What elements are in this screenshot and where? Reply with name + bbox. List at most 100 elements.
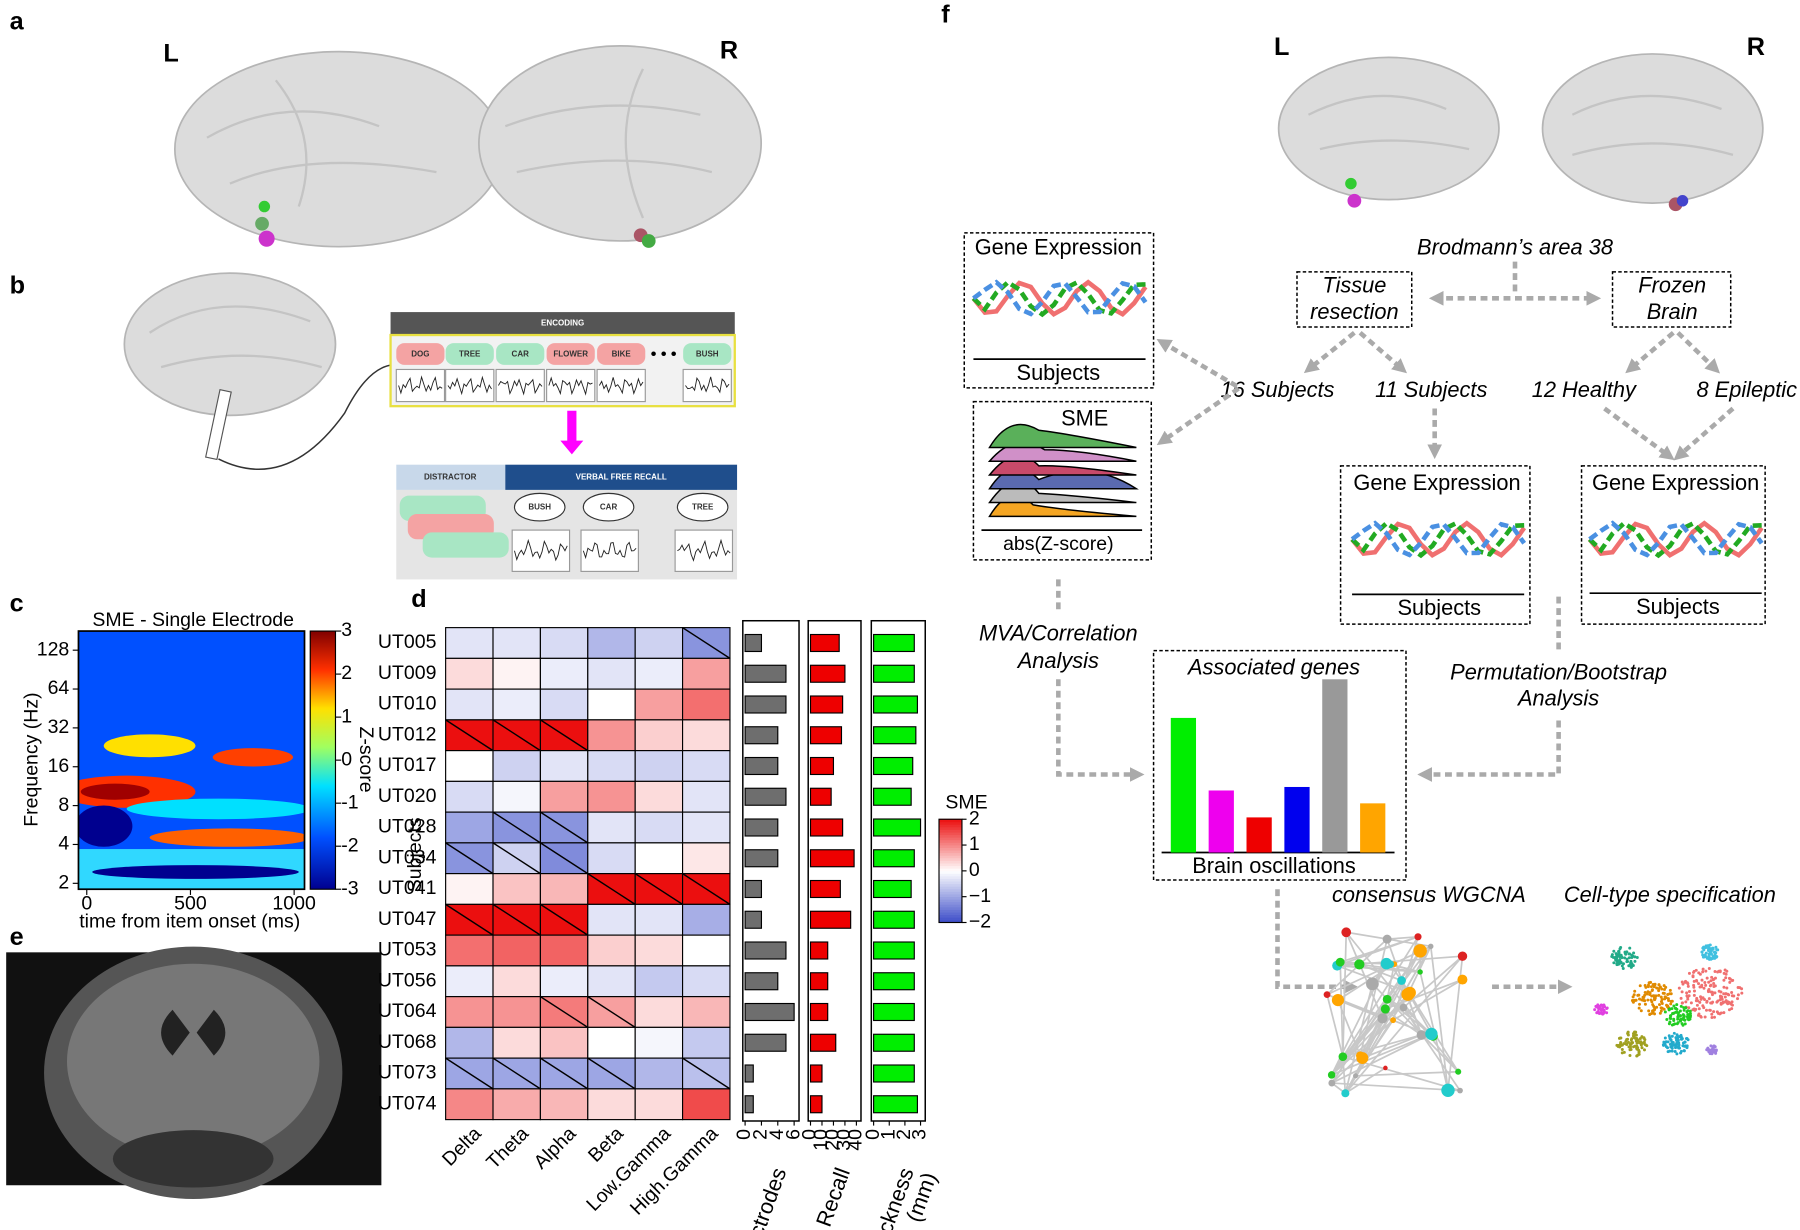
network-node xyxy=(1457,1087,1463,1094)
panel-label: b xyxy=(10,272,25,300)
colorbar-tick-label: 3 xyxy=(341,619,352,641)
encoding-title: ENCODING xyxy=(541,319,584,328)
cell-dot xyxy=(1670,1046,1674,1050)
network-node xyxy=(1457,974,1468,985)
cell-dot xyxy=(1685,991,1689,995)
cell-dot xyxy=(1679,1034,1683,1038)
cell-dot xyxy=(1669,992,1673,996)
cell-dot xyxy=(1719,1001,1723,1005)
network-node xyxy=(1377,1013,1388,1024)
cell-dot xyxy=(1704,1008,1708,1012)
cell-dot xyxy=(1712,1044,1716,1048)
cell-dot xyxy=(1635,1054,1639,1058)
heatmap-cell xyxy=(539,965,589,998)
network-edge xyxy=(1339,936,1419,963)
x-axis-label: % Recall xyxy=(802,1164,855,1230)
cell-dot xyxy=(1668,1007,1672,1011)
colorbar-tick-label: 0 xyxy=(969,859,980,881)
cell-dot xyxy=(1632,993,1636,997)
cell-dot xyxy=(1722,992,1726,996)
bar xyxy=(873,818,922,837)
column-label: Alpha xyxy=(530,1123,581,1174)
colorbar-tick-label: −2 xyxy=(969,911,991,933)
cell-dot xyxy=(1675,1041,1679,1045)
cell-dot xyxy=(1710,990,1714,994)
cell-dot xyxy=(1641,998,1645,1002)
cell-dot xyxy=(1619,953,1623,957)
colorbar-step xyxy=(939,916,962,921)
cell-dot xyxy=(1713,1015,1716,1019)
cell-dot xyxy=(1651,1011,1655,1015)
bar xyxy=(744,787,787,806)
colorbar-step xyxy=(939,919,962,923)
flow-label: 16 Subjects xyxy=(1221,377,1335,402)
distractor-header xyxy=(396,464,506,490)
cell-dot xyxy=(1619,961,1623,965)
heatmap-cell xyxy=(445,688,494,721)
network-edge xyxy=(1359,938,1388,1056)
cell-dot xyxy=(1610,954,1614,958)
cell-dot xyxy=(1707,997,1711,1001)
bar xyxy=(873,849,915,868)
eeg-trace xyxy=(682,368,732,403)
flow-arrows xyxy=(1056,261,1735,995)
colorbar-step xyxy=(939,873,962,877)
heatmap-cell xyxy=(681,903,731,936)
colorbar-step xyxy=(939,870,962,874)
colorbar-step xyxy=(939,886,962,890)
cell-dot xyxy=(1624,1040,1628,1044)
expression-line xyxy=(1350,520,1527,558)
heatmap-cell xyxy=(445,873,494,905)
colorbar-step xyxy=(939,911,962,916)
brain-left xyxy=(173,50,504,248)
ridgeline xyxy=(987,423,1139,518)
cell-dot xyxy=(1637,1049,1641,1053)
network-node xyxy=(1428,943,1434,950)
cell-dot xyxy=(1681,982,1685,986)
y-tick-label: 4 xyxy=(58,833,69,855)
bar xyxy=(744,1064,754,1083)
heatmap-cell xyxy=(634,903,684,936)
cell-dot xyxy=(1627,964,1631,968)
x-axis-label: Brain oscillations xyxy=(1192,853,1356,878)
network-node xyxy=(1354,959,1365,970)
cell-dot xyxy=(1668,1014,1672,1018)
heatmap-cell xyxy=(634,1088,684,1121)
cell-dot xyxy=(1697,1007,1701,1011)
cell-dot xyxy=(1679,996,1683,1000)
bar xyxy=(744,756,779,776)
cell-dot xyxy=(1668,988,1672,992)
cell-dot xyxy=(1710,1047,1714,1051)
cell-dot xyxy=(1728,980,1732,984)
plot-frame xyxy=(742,619,800,1122)
x-tick-label: 30 xyxy=(833,1129,855,1151)
cell-dot xyxy=(1687,1006,1691,1010)
cell-dot xyxy=(1707,952,1711,956)
bar xyxy=(873,756,914,776)
network-edge xyxy=(1331,1033,1432,1084)
cell-dot xyxy=(1655,1005,1659,1009)
bar xyxy=(744,1002,795,1022)
significance-slash xyxy=(492,903,541,936)
cell-dot xyxy=(1710,993,1714,997)
x-tick-label: 1 xyxy=(877,1129,899,1140)
colorbar-step xyxy=(939,860,962,864)
cell-dot xyxy=(1625,1043,1629,1047)
colorbar-step xyxy=(939,898,962,903)
cell-dot xyxy=(1663,1036,1667,1040)
cell-dot xyxy=(1692,983,1696,987)
cell-dot xyxy=(1714,1048,1718,1052)
heatmap-cell xyxy=(492,750,541,782)
cell-dot xyxy=(1635,1046,1639,1050)
heatmap-cell xyxy=(634,1057,684,1090)
cell-dot xyxy=(1687,994,1691,998)
encoding-header xyxy=(390,312,735,336)
significance-slash xyxy=(682,873,731,905)
cell-dot xyxy=(1710,952,1714,956)
cell-dot xyxy=(1668,1037,1672,1041)
hemisphere-label: L xyxy=(1274,33,1289,61)
cell-dot xyxy=(1704,983,1708,987)
colorbar-step xyxy=(939,896,962,900)
cell-dot xyxy=(1625,960,1629,964)
cell-dot xyxy=(1697,982,1701,986)
